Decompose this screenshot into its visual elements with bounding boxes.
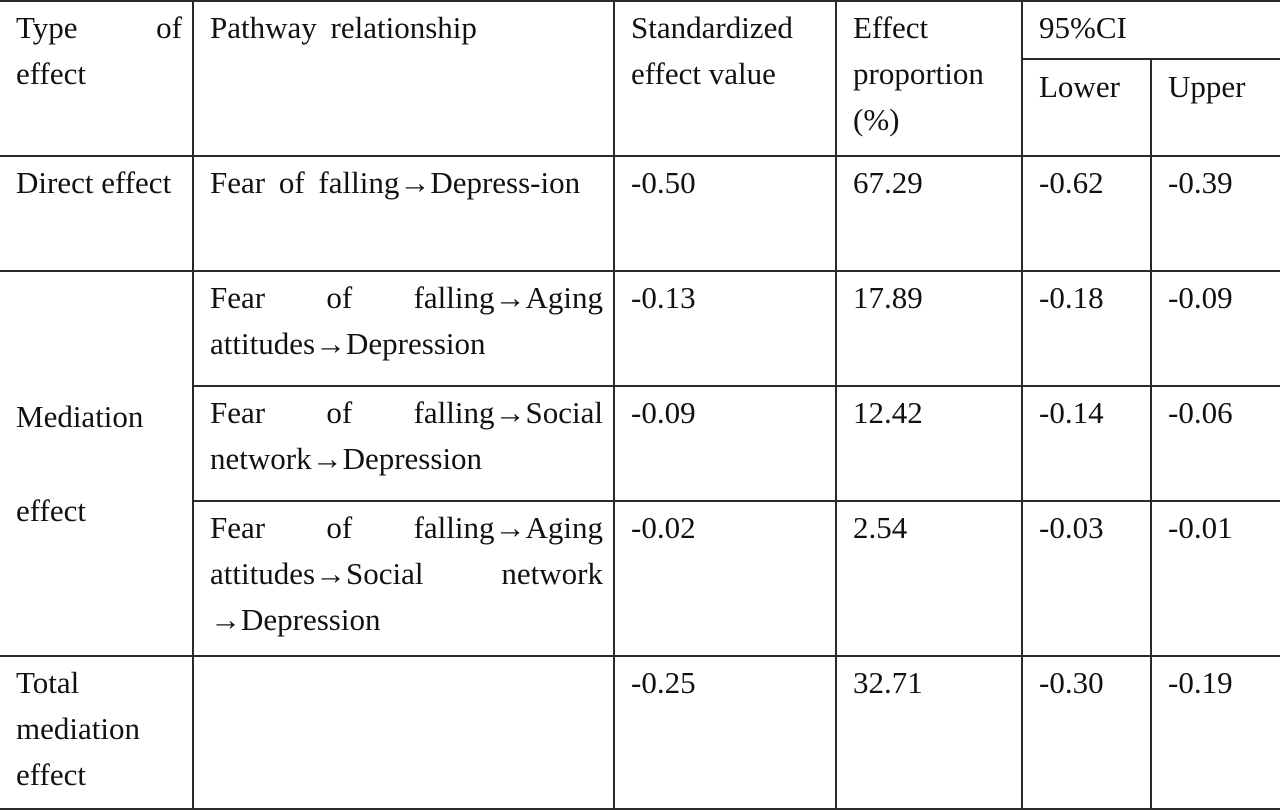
cell-lower: -0.03 <box>1021 500 1152 657</box>
header-lower: Lower <box>1022 57 1152 158</box>
header-95-ci: 95%CI <box>1020 0 1280 60</box>
cell-std-effect: -0.02 <box>613 500 837 657</box>
table-row: Direct effect Fear of falling→Depress-io… <box>0 155 1280 272</box>
cell-pathway: Fear of falling→Aging attitudes→Social n… <box>193 500 615 657</box>
cell-std-effect: -0.09 <box>613 385 837 502</box>
cell-upper: -0.09 <box>1149 270 1280 387</box>
cell-pathway: Fear of falling→Depress-ion <box>192 155 615 272</box>
cell-proportion: 17.89 <box>835 270 1023 387</box>
cell-type-mediation: Mediation effect <box>0 270 194 657</box>
cell-pathway: Fear of falling→Social network→Depressio… <box>193 385 615 502</box>
table-row: Total mediation effect -0.25 32.71 -0.30… <box>0 655 1280 810</box>
cell-type: Total mediation effect <box>0 655 194 810</box>
cell-proportion: 12.42 <box>835 385 1023 502</box>
header-type-of-effect: Type of effect <box>0 0 194 157</box>
cell-proportion: 32.71 <box>835 655 1023 810</box>
cell-proportion: 2.54 <box>835 500 1023 657</box>
table-row: Fear of falling→Aging attitudes→Social n… <box>0 500 1280 657</box>
cell-proportion: 67.29 <box>835 155 1023 272</box>
cell-lower: -0.30 <box>1021 655 1152 810</box>
header-effect-proportion: Effect proportion (%) <box>835 0 1023 157</box>
header-standardized-effect-value: Standardized effect value <box>613 0 837 157</box>
cell-lower: -0.14 <box>1021 385 1152 502</box>
header-upper: Upper <box>1149 57 1280 158</box>
cell-std-effect: -0.50 <box>613 155 837 272</box>
cell-std-effect: -0.13 <box>613 270 837 387</box>
header-row: Type of effect Pathway relationship Stan… <box>0 0 1280 157</box>
cell-pathway: Fear of falling→Aging attitudes→Depressi… <box>192 270 615 387</box>
cell-type: Direct effect <box>0 155 194 272</box>
cell-upper: -0.01 <box>1149 500 1280 657</box>
cell-upper: -0.39 <box>1149 155 1280 272</box>
cell-pathway <box>192 655 615 810</box>
table-row: Mediation effect Fear of falling→Aging a… <box>0 270 1280 657</box>
cell-lower: -0.62 <box>1021 155 1152 272</box>
cell-upper: -0.19 <box>1149 655 1280 810</box>
header-pathway-relationship: Pathway relationship <box>192 0 615 157</box>
cell-upper: -0.06 <box>1149 385 1280 502</box>
header-subrow: Lower Upper <box>0 57 1280 158</box>
cell-std-effect: -0.25 <box>613 655 837 810</box>
cell-lower: -0.18 <box>1021 270 1152 387</box>
table-row: Fear of falling→Social network→Depressio… <box>0 385 1280 502</box>
